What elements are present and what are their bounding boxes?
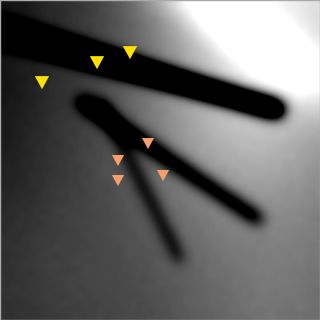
Polygon shape — [90, 56, 104, 69]
Polygon shape — [123, 46, 137, 59]
Polygon shape — [112, 175, 124, 186]
Polygon shape — [112, 155, 124, 166]
Polygon shape — [142, 138, 154, 149]
Polygon shape — [157, 170, 169, 181]
Polygon shape — [35, 76, 49, 89]
